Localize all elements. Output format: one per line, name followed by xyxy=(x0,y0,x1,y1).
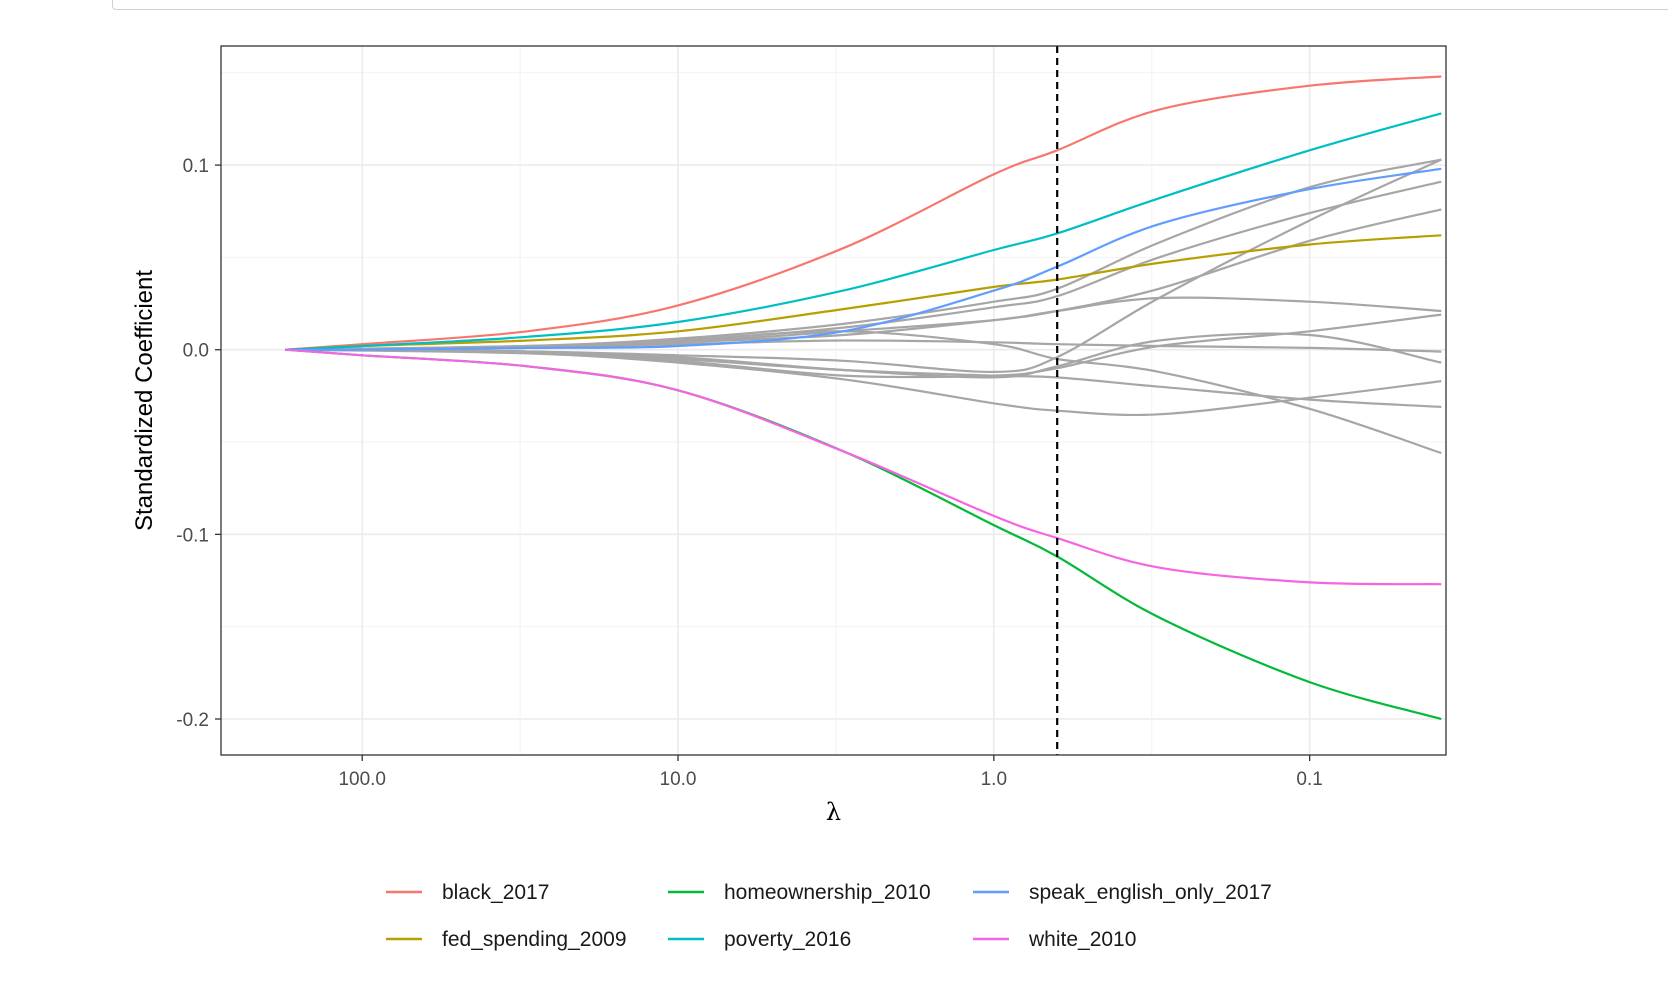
plot-background xyxy=(221,46,1446,755)
x-tick-label: 0.1 xyxy=(1296,769,1322,790)
x-tick-label: 100.0 xyxy=(338,769,386,790)
y-tick-label: -0.2 xyxy=(176,710,209,731)
series-line-poverty_2016 xyxy=(285,112,1442,351)
legend-label-poverty_2016: poverty_2016 xyxy=(724,928,851,951)
window-top-edge xyxy=(112,0,1668,10)
plot-panel-border xyxy=(220,45,1447,756)
legend-label-black_2017: black_2017 xyxy=(442,881,549,904)
y-axis-title: Standardized Coefficient xyxy=(131,270,158,531)
y-axis-ticks: 0.1 0.0 -0.1 -0.2 xyxy=(176,156,221,731)
x-tick-label: 1.0 xyxy=(981,769,1007,790)
series-line-other xyxy=(285,348,1442,417)
plot-grid xyxy=(221,46,1446,755)
series-line-fed_spending_2009 xyxy=(285,234,1442,351)
legend-label-white_2010: white_2010 xyxy=(1028,928,1136,951)
coefficient-paths xyxy=(285,75,1442,721)
x-axis-ticks: 100.0 10.0 1.0 0.1 xyxy=(338,755,1323,790)
y-tick-label: 0.1 xyxy=(183,156,209,177)
y-tick-label: -0.1 xyxy=(176,525,209,546)
legend-label-speak_english_only_2017: speak_english_only_2017 xyxy=(1029,881,1272,904)
series-line-other xyxy=(285,313,1442,379)
legend-label-fed_spending_2009: fed_spending_2009 xyxy=(442,928,627,951)
legend-label-homeownership_2010: homeownership_2010 xyxy=(724,881,931,904)
y-tick-label: 0.0 xyxy=(183,341,209,362)
x-tick-label: 10.0 xyxy=(660,769,697,790)
series-line-black_2017 xyxy=(285,75,1442,351)
series-line-white_2010 xyxy=(285,348,1442,586)
legend: black_2017 homeownership_2010 speak_englis… xyxy=(386,881,1272,951)
series-line-speak_english_only_2017 xyxy=(285,167,1442,351)
x-axis-title: λ xyxy=(826,798,841,826)
series-line-other xyxy=(285,180,1442,351)
